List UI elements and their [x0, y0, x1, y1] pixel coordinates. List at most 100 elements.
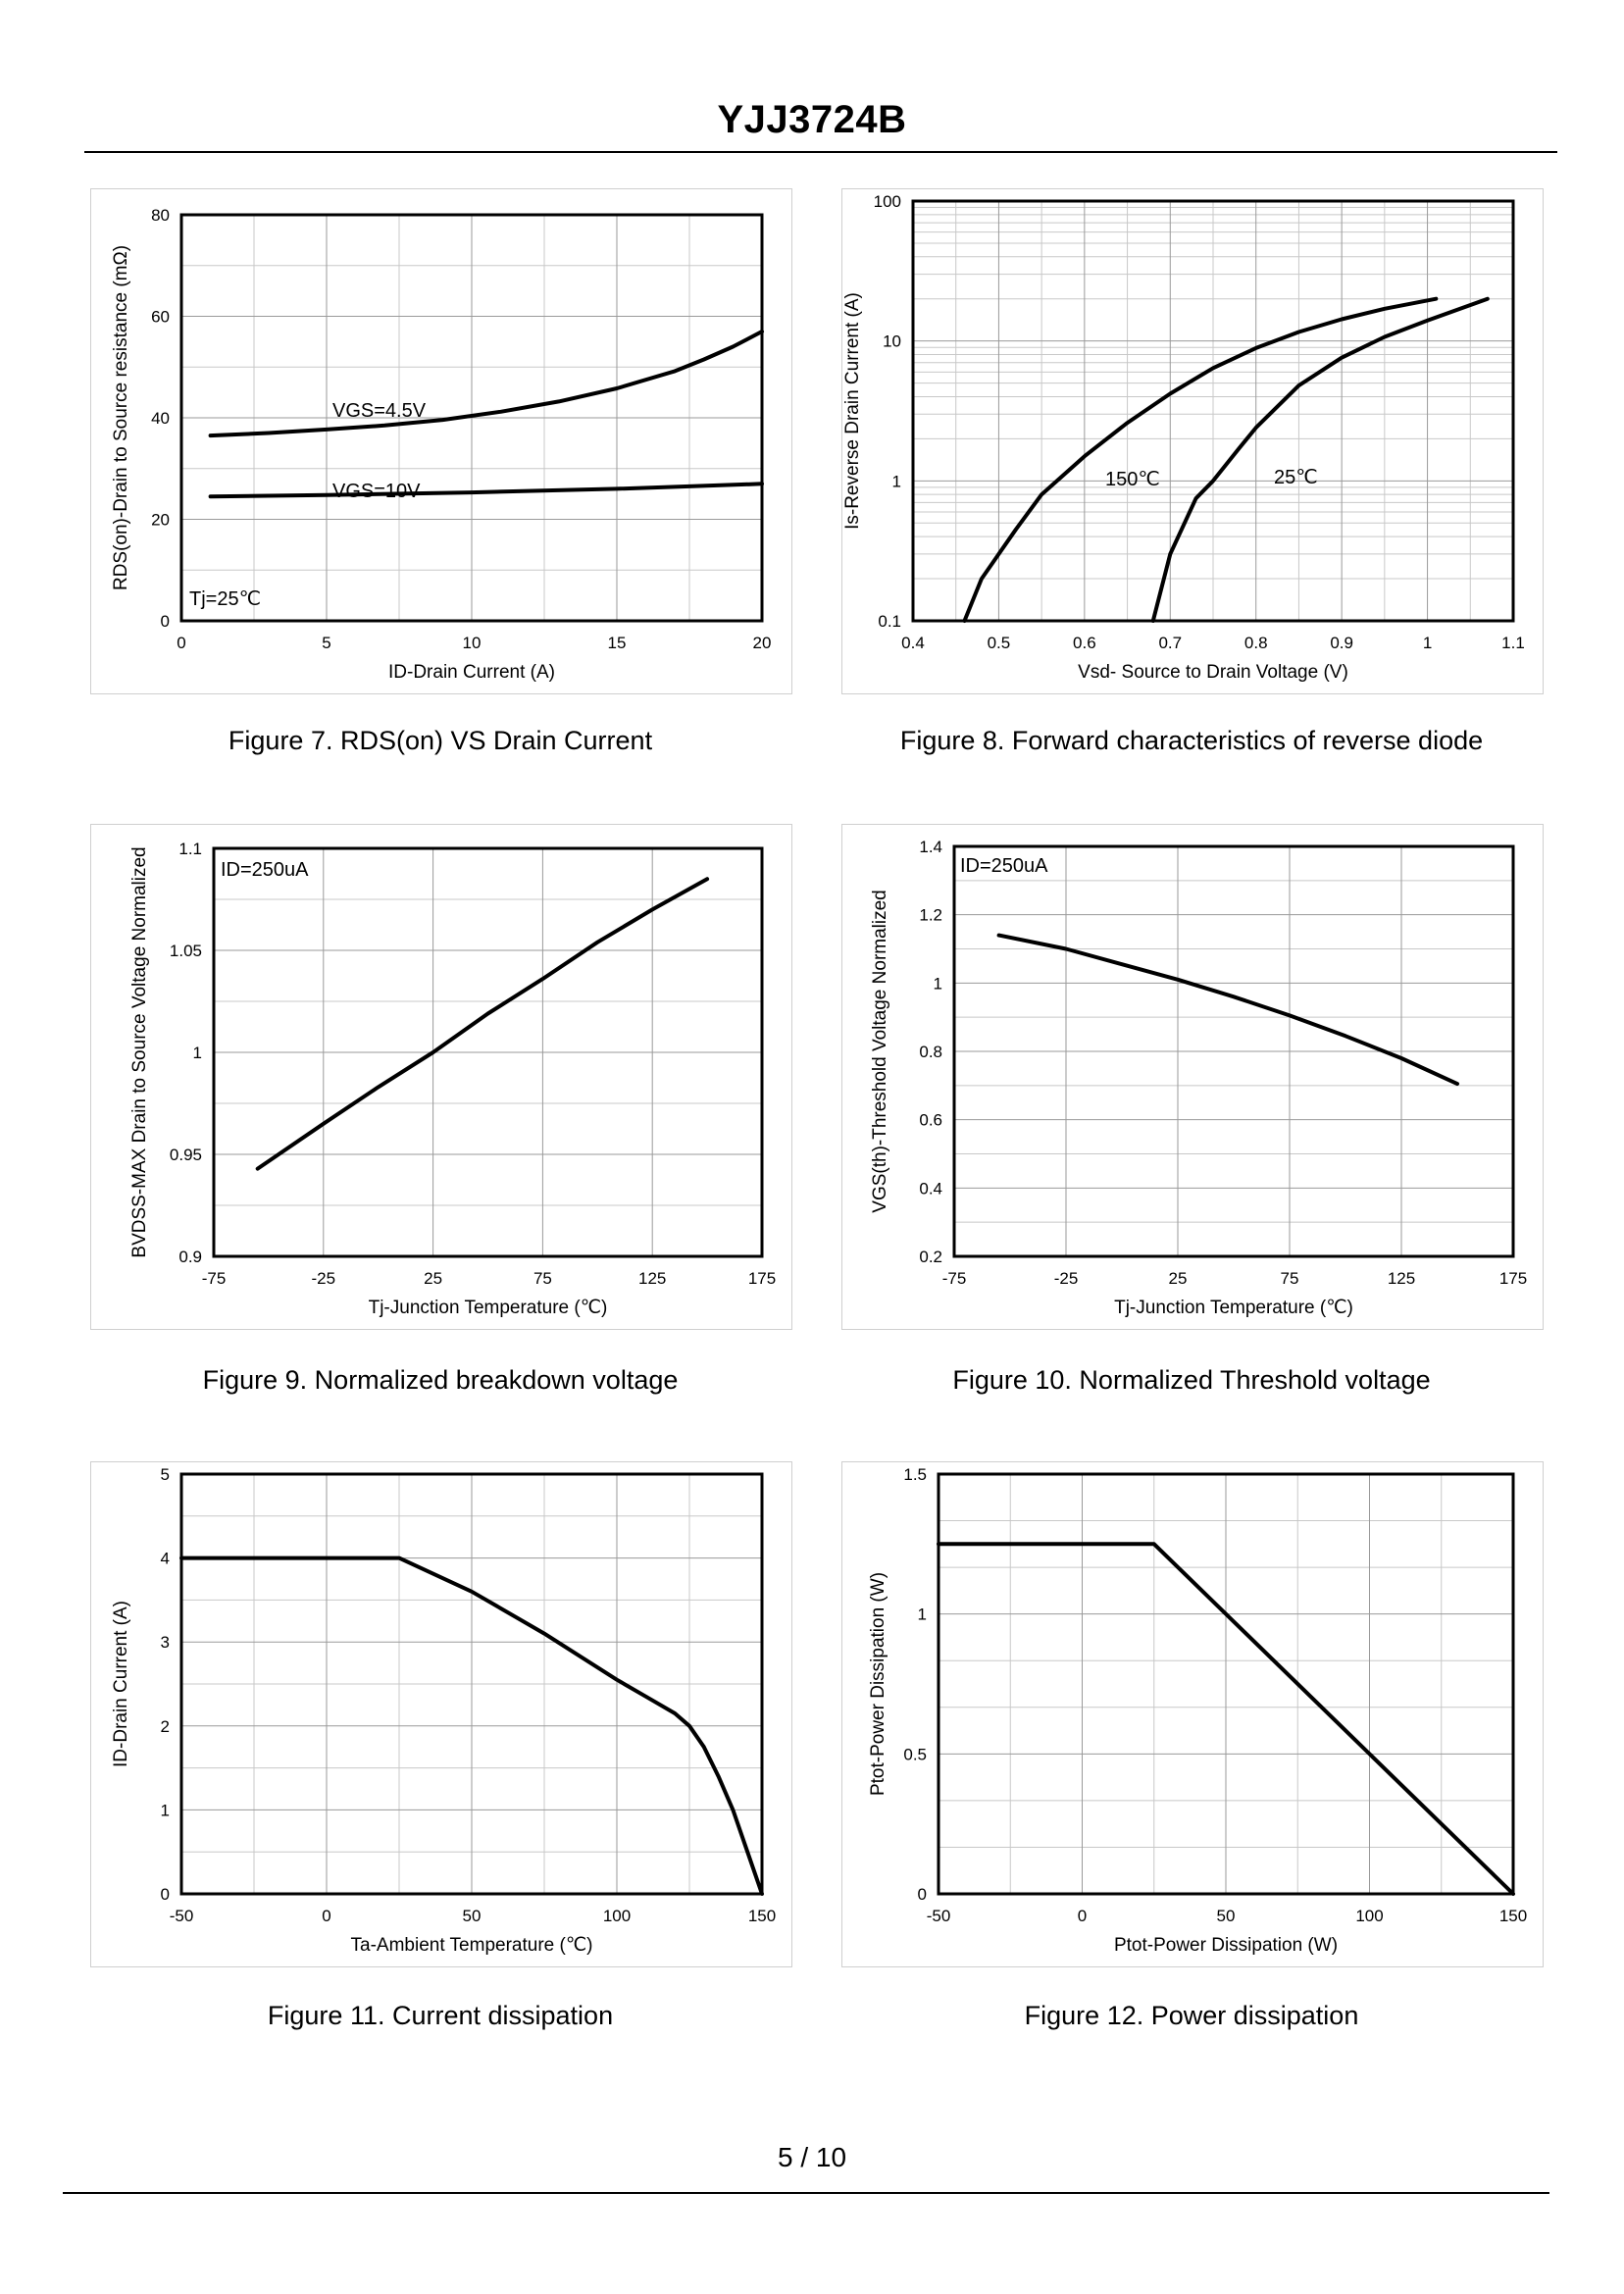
figure-9-caption: Figure 9. Normalized breakdown voltage — [202, 1365, 679, 1395]
fig10-x-tick-label: 175 — [1499, 1269, 1527, 1288]
fig7-x-tick-label: 20 — [753, 634, 772, 652]
fig8-series-line-0 — [962, 296, 1439, 623]
fig12-y-tick-label: 1 — [918, 1606, 927, 1624]
fig7-plot-frame — [179, 213, 764, 623]
figure-7-caption: Figure 7. RDS(on) VS Drain Current — [228, 726, 653, 755]
fig11-y-tick-label: 3 — [161, 1633, 170, 1652]
figure-9-panel: 0.9 0.95 1 1.05 1.1 -75 -25 25 75 125 175 Tj-Juncti… — [90, 824, 792, 1330]
fig10-y-tick-label: 1.2 — [919, 906, 942, 925]
figure-7-panel: 0 20 40 60 80 0 5 10 15 20 ID-Drain Current (A) RDS… — [90, 188, 792, 694]
fig11-x-tick-label: 150 — [748, 1907, 776, 1925]
fig12-x-tick-label: 150 — [1499, 1907, 1527, 1925]
fig10-x-tick-label: -75 — [942, 1269, 967, 1288]
figure-8-panel: 0.1 1 10 100 0.4 0.5 0.6 0.7 0.8 0.9 1 1.1 Vsd- Sour… — [841, 188, 1544, 694]
page-number: 5 / 10 — [777, 2142, 847, 2172]
fig9-plot-frame — [212, 846, 764, 1258]
fig9-x-tick-label: -25 — [312, 1269, 336, 1288]
fig11-y-tick-label: 0 — [161, 1885, 170, 1904]
fig11-x-axis-label: Ta-Ambient Temperature (℃) — [351, 1935, 593, 1956]
figure-9-chart: 0.9 0.95 1 1.05 1.1 -75 -25 25 75 125 175 Tj-Juncti… — [129, 840, 776, 1318]
fig7-y-tick-label: 60 — [151, 308, 170, 327]
fig12-y-axis-label: Ptot-Power Dissipation (W) — [868, 1572, 888, 1796]
fig7-y-tick-label: 80 — [151, 206, 170, 225]
fig10-y-tick-label: 0.4 — [919, 1179, 942, 1198]
fig8-series-line-1 — [1150, 296, 1490, 623]
fig8-series-label: 25℃ — [1274, 467, 1318, 488]
fig11-y-axis-label: ID-Drain Current (A) — [111, 1601, 131, 1767]
fig7-y-tick-label: 40 — [151, 409, 170, 428]
fig10-y-tick-label: 1.4 — [919, 838, 942, 856]
fig8-x-tick-label: 0.4 — [901, 634, 925, 652]
fig9-x-tick-label: -75 — [202, 1269, 227, 1288]
fig12-x-tick-label: 0 — [1078, 1907, 1087, 1925]
fig8-grid — [912, 200, 1514, 622]
fig9-y-tick-label: 0.95 — [170, 1146, 202, 1164]
fig11-x-tick-label: 50 — [463, 1907, 482, 1925]
fig9-y-axis-label: BVDSS-MAX Drain to Source Voltage Normal… — [129, 846, 150, 1257]
fig7-x-tick-label: 0 — [177, 634, 185, 652]
figure-12-panel: 0 0.5 1 1.5 -50 0 50 100 150 Ptot-Power Dissipati… — [841, 1461, 1544, 1967]
fig8-y-axis-label: Is-Reverse Drain Current (A) — [842, 292, 863, 530]
fig11-y-tick-label: 1 — [161, 1801, 170, 1819]
fig12-x-tick-label: 50 — [1217, 1907, 1236, 1925]
fig9-x-axis-label: Tj-Junction Temperature (℃) — [369, 1298, 608, 1318]
fig7-x-tick-label: 5 — [322, 634, 330, 652]
fig7-x-tick-label: 15 — [608, 634, 627, 652]
fig8-x-tick-label: 1.1 — [1501, 634, 1525, 652]
fig11-series-line-0 — [179, 1555, 764, 1896]
fig8-x-tick-label: 0.9 — [1330, 634, 1353, 652]
fig10-series-line-0 — [996, 933, 1459, 1087]
fig10-x-tick-label: 125 — [1388, 1269, 1415, 1288]
fig10-x-tick-label: 75 — [1281, 1269, 1299, 1288]
fig11-grid — [180, 1473, 763, 1895]
fig12-x-axis-label: Ptot-Power Dissipation (W) — [1114, 1935, 1338, 1956]
fig8-x-tick-label: 0.5 — [988, 634, 1011, 652]
fig11-x-tick-label: -50 — [170, 1907, 194, 1925]
fig7-x-axis-label: ID-Drain Current (A) — [388, 662, 555, 683]
fig9-x-tick-label: 125 — [638, 1269, 666, 1288]
fig7-series-line-1 — [208, 482, 764, 499]
fig12-plot-frame — [937, 1472, 1515, 1896]
fig8-y-tick-label: 10 — [883, 332, 901, 351]
fig7-series-label: VGS=10V — [332, 481, 421, 502]
fig9-grid — [213, 847, 763, 1257]
fig10-y-tick-label: 0.8 — [919, 1043, 942, 1061]
fig7-grid — [180, 214, 763, 622]
fig12-y-tick-label: 0.5 — [903, 1745, 927, 1763]
fig11-plot-frame — [179, 1472, 764, 1896]
fig10-y-axis-label: VGS(th)-Threshold Voltage Normalized — [870, 890, 890, 1212]
figure-8-caption: Figure 8. Forward characteristics of rev… — [899, 726, 1484, 755]
fig7-y-tick-label: 0 — [161, 612, 170, 631]
fig7-series-label: VGS=4.5V — [332, 400, 427, 422]
figure-12-caption: Figure 12. Power dissipation — [1024, 2001, 1359, 2030]
fig12-x-tick-label: 100 — [1355, 1907, 1383, 1925]
fig9-annotation: ID=250uA — [221, 859, 309, 881]
fig8-y-tick-label: 100 — [874, 192, 901, 211]
fig10-x-tick-label: 25 — [1169, 1269, 1188, 1288]
fig8-y-tick-label: 1 — [892, 472, 901, 490]
fig10-annotation: ID=250uA — [960, 855, 1048, 877]
fig10-x-tick-label: -25 — [1054, 1269, 1079, 1288]
fig8-series-label: 150℃ — [1105, 469, 1160, 490]
fig12-x-tick-label: -50 — [927, 1907, 951, 1925]
fig10-y-tick-label: 0.2 — [919, 1248, 942, 1266]
fig11-y-tick-label: 4 — [161, 1550, 170, 1568]
fig10-x-axis-label: Tj-Junction Temperature (℃) — [1114, 1298, 1353, 1318]
fig11-y-tick-label: 5 — [161, 1465, 170, 1484]
fig9-x-tick-label: 175 — [748, 1269, 776, 1288]
fig9-y-tick-label: 1.05 — [170, 942, 202, 960]
footer-rule — [63, 2192, 1549, 2194]
fig7-annotation: Tj=25℃ — [189, 588, 261, 610]
fig8-y-tick-label: 0.1 — [878, 612, 901, 631]
fig9-y-tick-label: 1.1 — [178, 840, 202, 858]
fig8-x-tick-label: 0.8 — [1244, 634, 1268, 652]
fig9-y-tick-label: 0.9 — [178, 1248, 202, 1266]
figure-10-chart: 0.2 0.4 0.6 0.8 1 1.2 1.4 -75 -25 25 75 125 175 Tj-Ju… — [870, 838, 1527, 1318]
figure-8-chart: 0.1 1 10 100 0.4 0.5 0.6 0.7 0.8 0.9 1 1.1 Vsd- Sour… — [842, 192, 1525, 683]
fig11-x-tick-label: 0 — [322, 1907, 330, 1925]
figure-11-panel: 0 1 2 3 4 5 -50 0 50 100 150 Ta-Ambient Temperature… — [90, 1461, 792, 1967]
fig12-y-tick-label: 0 — [918, 1885, 927, 1904]
fig10-plot-frame — [952, 844, 1515, 1258]
